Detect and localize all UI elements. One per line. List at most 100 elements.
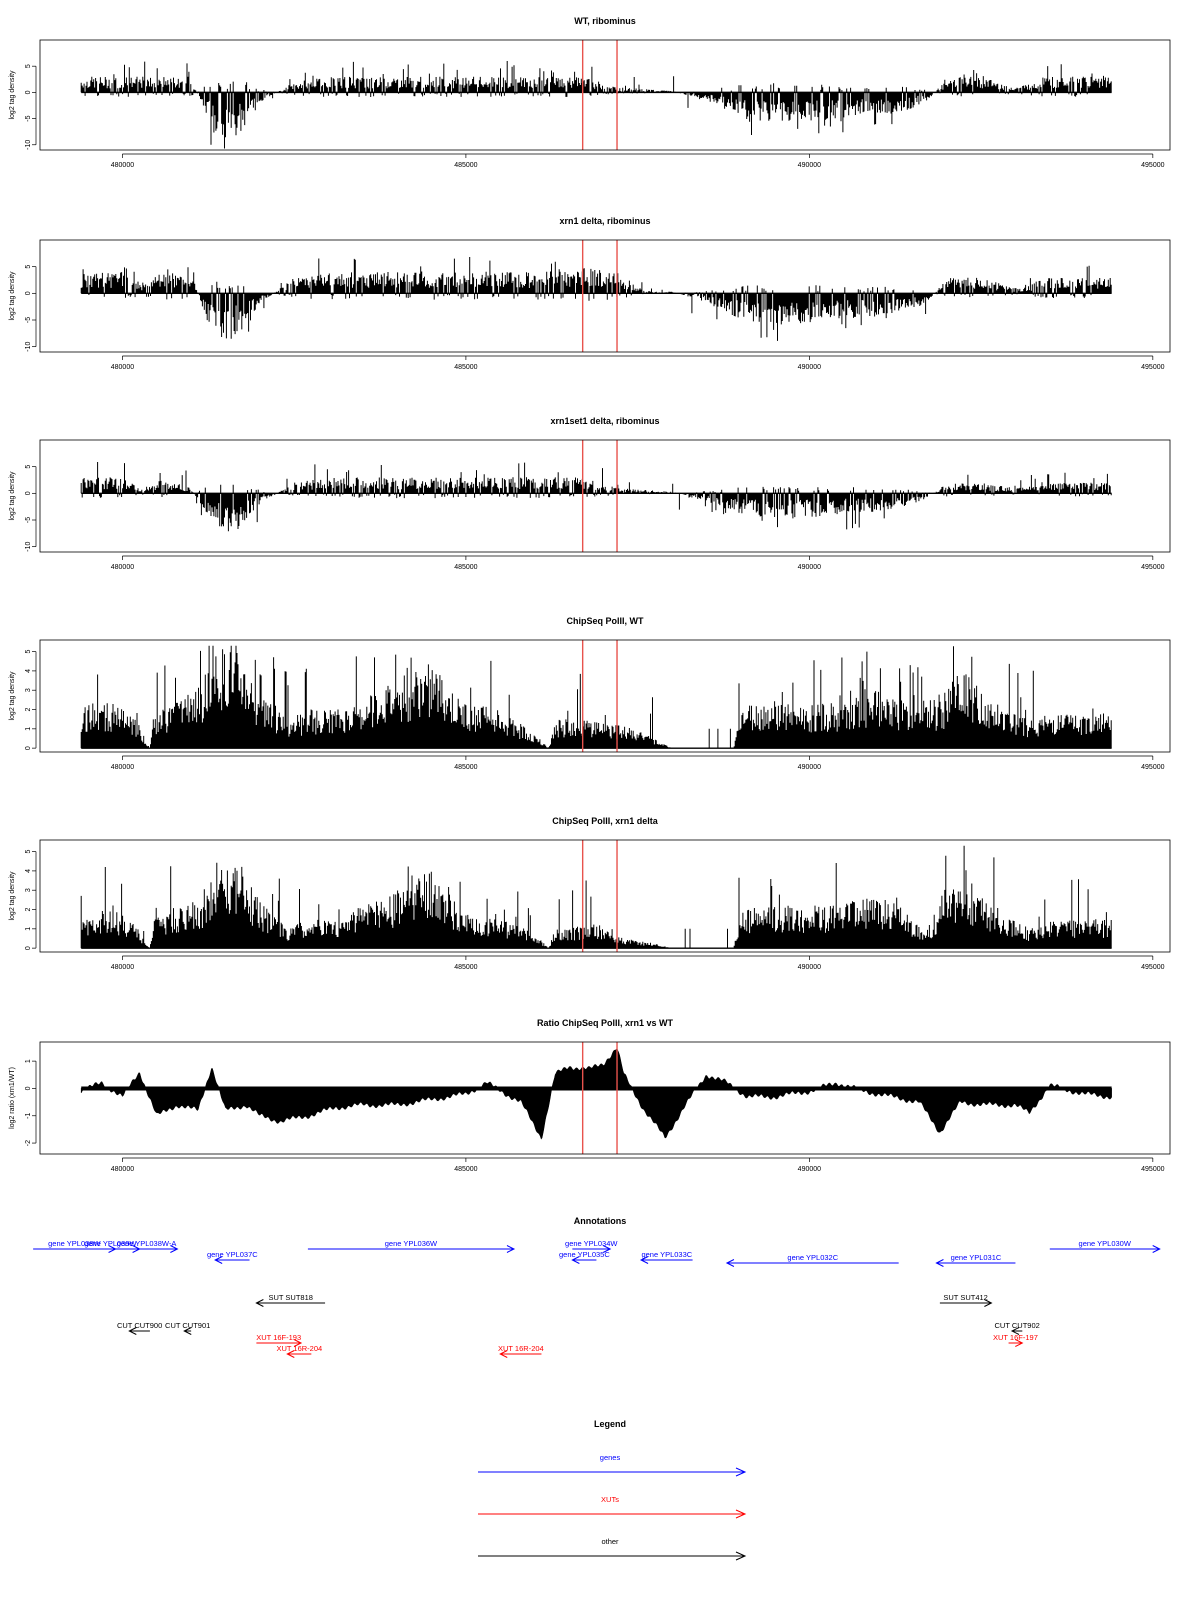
x-tick-label: 485000	[454, 964, 477, 971]
x-tick-label: 490000	[798, 162, 821, 169]
annotation-feature[interactable]: CUT CUT901	[165, 1321, 210, 1335]
panel-title: xrn1set1 delta, ribominus	[550, 416, 659, 426]
x-tick-label: 495000	[1141, 162, 1164, 169]
y-axis: -10 -5 0 5 log2 tag density	[9, 64, 37, 150]
y-axis-label: log2 tag density	[9, 271, 16, 321]
annotation-feature[interactable]: gene YPL037C	[207, 1250, 258, 1264]
feature-label: gene YPL038W	[48, 1239, 101, 1248]
x-tick-label: 480000	[111, 564, 134, 571]
legend-title: Legend	[594, 1419, 626, 1429]
y-tick-label: -10	[25, 342, 32, 352]
feature-label: CUT CUT902	[995, 1321, 1040, 1330]
annotation-feature[interactable]: gene YPL035C	[559, 1250, 610, 1264]
y-tick-label: 2	[25, 707, 32, 711]
annotation-feature[interactable]: CUT CUT900	[117, 1321, 162, 1335]
annotation-feature[interactable]: XUT 16F-197	[993, 1333, 1038, 1347]
legend-item: XUTs	[478, 1495, 747, 1519]
feature-label: gene YPL032C	[787, 1253, 838, 1262]
annotation-feature[interactable]: gene YPL038W-A	[115, 1239, 179, 1253]
signal-bars	[80, 1047, 1112, 1140]
feature-label: gene YPL034W	[565, 1239, 618, 1248]
feature-label: gene YPL030W	[1079, 1239, 1132, 1248]
arrow-head-right	[1152, 1245, 1161, 1253]
track-panel: ChipSeq PolII, xrn1 delta 0 1 2 3 4 5 log2 tag …	[9, 816, 1171, 971]
y-tick-label: 5	[25, 850, 32, 854]
feature-label: XUT 16F-193	[256, 1333, 301, 1342]
y-axis: 0 1 2 3 4 5 log2 tag density	[9, 850, 37, 950]
arrow-head-left	[639, 1256, 649, 1264]
track-panel: Ratio ChipSeq PolII, xrn1 vs WT -2 -1 0 1 log…	[9, 1018, 1171, 1173]
arrow-head-right	[602, 1245, 612, 1253]
track-panel: xrn1set1 delta, ribominus -10 -5 0 5 log2 tag…	[9, 416, 1171, 571]
arrow-head-left	[1010, 1327, 1020, 1335]
y-axis-label: log2 ratio (xrn1/WT)	[9, 1067, 16, 1129]
panel-title: ChipSeq PolII, WT	[567, 616, 644, 626]
annotation-feature[interactable]: gene YPL031C	[935, 1253, 1016, 1267]
plot-frame	[39, 639, 1171, 753]
signal-path	[80, 462, 1112, 532]
annotation-feature[interactable]: XUT 16R-204	[276, 1344, 322, 1358]
annotation-feature[interactable]: CUT CUT902	[995, 1321, 1040, 1335]
x-tick-label: 490000	[798, 764, 821, 771]
feature-label: XUT 16R-204	[498, 1344, 544, 1353]
x-tick-label: 480000	[111, 364, 134, 371]
annotation-feature[interactable]: gene YPL032C	[725, 1253, 899, 1267]
track-panel: WT, ribominus -10 -5 0 5 log2 tag density 4800…	[9, 16, 1171, 169]
track-panel: xrn1 delta, ribominus -10 -5 0 5 log2 tag den…	[9, 216, 1171, 371]
x-tick-label: 480000	[111, 964, 134, 971]
ratio-area	[80, 1047, 1112, 1140]
y-axis-label: log2 tag density	[9, 70, 16, 120]
annotation-feature[interactable]: gene YPL036W	[307, 1239, 516, 1253]
y-tick-label: 1	[25, 927, 32, 931]
y-tick-label: -5	[25, 517, 32, 523]
x-tick-label: 490000	[798, 364, 821, 371]
annotation-feature[interactable]: SUT SUT818	[255, 1293, 326, 1307]
feature-label: CUT CUT901	[165, 1321, 210, 1330]
y-axis-label: log2 tag density	[9, 671, 16, 721]
feature-label: XUT 16F-197	[993, 1333, 1038, 1342]
arrow-head-right	[506, 1245, 516, 1253]
y-axis: -10 -5 0 5 log2 tag density	[9, 265, 37, 352]
x-tick-label: 480000	[111, 162, 134, 169]
signal-bars	[80, 61, 1112, 149]
y-tick-label: -10	[25, 542, 32, 552]
y-axis-label: log2 tag density	[9, 871, 16, 921]
annotation-feature[interactable]: XUT 16R-204	[498, 1344, 544, 1358]
y-tick-label: -5	[25, 115, 32, 121]
x-tick-label: 480000	[111, 1166, 134, 1173]
y-tick-label: 1	[25, 1059, 32, 1063]
y-tick-label: 0	[25, 946, 32, 950]
feature-label: SUT SUT818	[268, 1293, 312, 1302]
feature-label: XUT 16R-204	[276, 1344, 322, 1353]
y-axis: 0 1 2 3 4 5 log2 tag density	[9, 650, 37, 750]
annotation-feature[interactable]: gene YPL030W	[1049, 1239, 1161, 1253]
panel-title: ChipSeq PolII, xrn1 delta	[552, 816, 659, 826]
annotation-feature[interactable]: gene YPL034W	[565, 1239, 618, 1253]
y-tick-label: 0	[25, 491, 32, 495]
y-tick-label: 4	[25, 869, 32, 873]
y-tick-label: 0	[25, 90, 32, 94]
y-tick-label: 5	[25, 265, 32, 269]
feature-label: gene YPL037C	[207, 1250, 258, 1259]
feature-label: gene YPL039W	[84, 1239, 137, 1248]
arrow-head-left	[286, 1350, 295, 1358]
arrow-head-left	[255, 1299, 264, 1307]
signal-bars	[80, 462, 1112, 532]
x-tick-label: 495000	[1141, 964, 1164, 971]
arrow-head-left	[571, 1256, 580, 1264]
annotation-feature[interactable]: XUT 16F-193	[256, 1333, 303, 1347]
annotations-title: Annotations	[574, 1216, 627, 1226]
annotation-feature[interactable]: SUT SUT412	[939, 1293, 993, 1307]
y-tick-label: 0	[25, 291, 32, 295]
legend-label: XUTs	[601, 1495, 619, 1504]
feature-label: gene YPL038W-A	[117, 1239, 177, 1248]
y-axis-label: log2 tag density	[9, 471, 16, 521]
panel-title: Ratio ChipSeq PolII, xrn1 vs WT	[537, 1018, 674, 1028]
y-tick-label: 5	[25, 465, 32, 469]
legend-item: genes	[478, 1453, 747, 1477]
y-tick-label: 5	[25, 64, 32, 68]
y-tick-label: 2	[25, 907, 32, 911]
annotation-feature[interactable]: gene YPL033C	[639, 1250, 693, 1264]
